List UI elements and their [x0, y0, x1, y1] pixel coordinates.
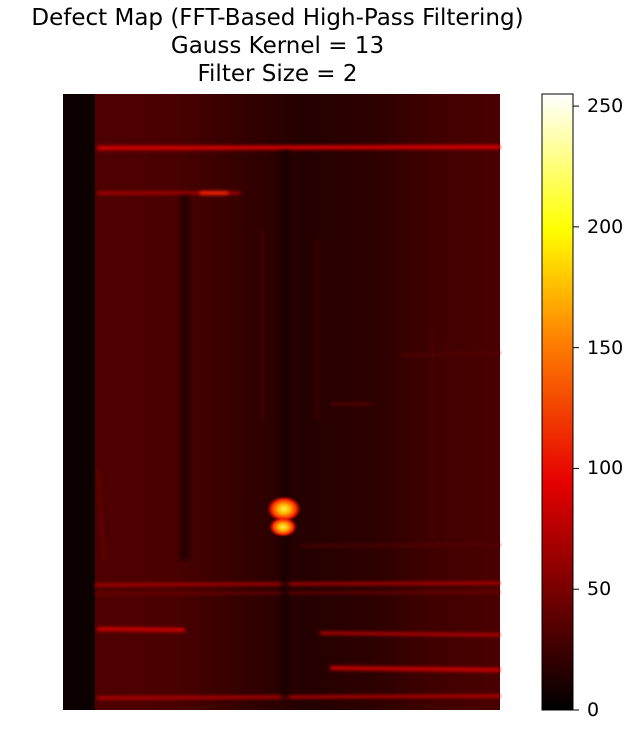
horizontal-lines [94, 145, 501, 700]
horizontal-line-bottom-4 [96, 694, 501, 700]
defect-hotspot-upper [267, 496, 301, 522]
horizontal-line-mid [94, 581, 501, 587]
colorbar-tick-label-250: 250 [587, 95, 624, 118]
horizontal-line-top [96, 145, 501, 150]
chart-subtitle-gauss-kernel: Gauss Kernel = 13 [170, 33, 385, 59]
chart-title-line-1: Defect Map (FFT-Based High-Pass Filterin… [31, 5, 524, 31]
horizontal-line-bottom-2 [319, 631, 501, 637]
chart-subtitle-filter-size: Filter Size = 2 [197, 61, 358, 87]
colorbar-tick-label-200: 200 [587, 215, 624, 238]
faint-line-3 [399, 352, 501, 356]
colorbar-ticks [573, 105, 579, 711]
left-dark-border [63, 94, 95, 710]
defect-region [222, 496, 340, 537]
colorbar-tick-label-150: 150 [587, 336, 624, 359]
colorbar-gradient [541, 93, 574, 711]
vertical-structures [96, 150, 433, 700]
horizontal-line-lower [94, 591, 501, 595]
colorbar [541, 93, 579, 711]
defect-hotspot-lower [269, 517, 297, 537]
colorbar-tick-label-0: 0 [587, 699, 600, 721]
horizontal-line-bottom-1 [96, 627, 186, 632]
colorbar-tick-label-50: 50 [587, 578, 612, 601]
horizontal-line-bottom-3 [329, 666, 501, 672]
colorbar-tick-label-100: 100 [587, 457, 624, 480]
faint-line-2 [299, 544, 501, 547]
heatmap-image [63, 94, 501, 710]
